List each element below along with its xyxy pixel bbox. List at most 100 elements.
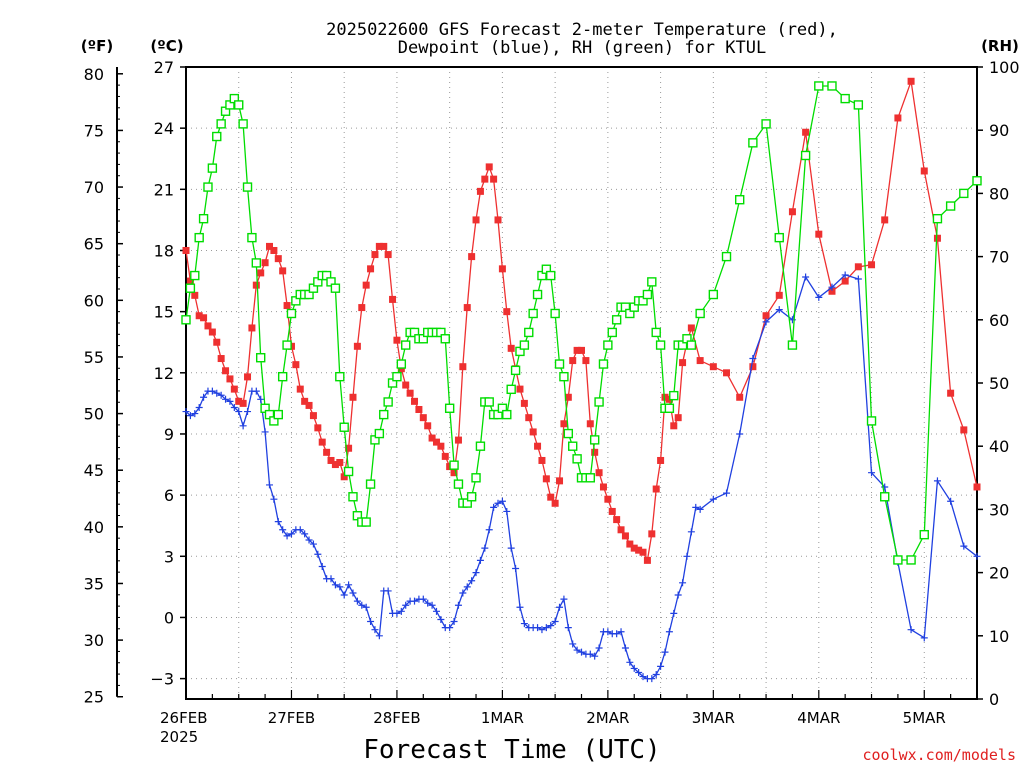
rh-point [234,100,244,110]
temperature-point [358,304,366,312]
temperature-point [371,251,379,259]
dewpoint-point [340,591,348,599]
rh-point [440,334,450,344]
temperature-point [542,475,550,483]
dewpoint-point [314,550,322,558]
dewpoint-point [490,503,498,511]
dewpoint-point [230,403,238,411]
rh-point [247,232,257,243]
rh-point [524,327,534,338]
rh-point [282,340,292,350]
x-sub-label: 2025 [160,728,198,746]
rh-point [554,359,565,369]
temperature-point [960,426,968,434]
temperature-point [327,456,335,464]
rh-point [242,182,253,192]
dewpoint-point [534,624,542,632]
dewpoint-point [371,626,379,634]
rh-point [735,195,745,205]
rh-point [449,460,459,470]
temperature-point [257,269,265,277]
temperature-point [529,428,537,436]
fahrenheit-tick-label: 40 [84,518,104,537]
dewpoint-point [828,283,836,291]
dewpoint-point [454,601,462,609]
temperature-point [534,442,542,450]
dewpoint-point [920,634,928,642]
dewpoint-point [661,648,669,656]
dewpoint-point [402,601,410,609]
dewpoint-point [586,650,594,658]
rh-tick-label: 20 [989,564,1009,583]
temperature-point [353,342,361,350]
temperature-point [424,422,432,430]
dewpoint-point [239,422,247,430]
dewpoint-point [367,618,375,626]
dewpoint-point [507,544,515,552]
temperature-point [556,477,564,485]
temperature-point [516,385,524,393]
celsius-tick-label: 3 [164,547,174,566]
dewpoint-point [621,644,629,652]
rh-point [181,315,191,325]
x-axis-title: Forecast Time (UTC) [363,735,660,765]
rh-point [827,81,837,91]
grid-lines [186,66,977,699]
fahrenheit-tick-label: 75 [84,121,104,140]
dewpoint-point [186,412,194,420]
rh-point [339,422,349,432]
dewpoint-point [375,632,383,640]
temperature-point [244,373,252,381]
temperature-point [323,448,331,456]
temperature-point [402,381,410,389]
rh-point [190,270,200,281]
rh-point [721,251,732,262]
fahrenheit-tick-label: 50 [84,405,104,424]
temperature-point [617,526,625,534]
temperature-point [380,242,388,250]
dewpoint-point [551,618,559,626]
dewpoint-point [191,410,199,418]
temperature-point [749,363,757,371]
temperature-point [573,346,581,354]
dewpoint-point [226,397,234,405]
temperature-point [279,267,287,275]
rh-point [198,213,209,224]
x-tick-label: 28FEB [373,709,420,727]
rh-point [585,473,595,483]
dewpoint-point [692,503,700,511]
rh-point [655,340,666,350]
temperature-point [525,414,533,422]
rh-point [594,397,604,407]
rh-tick-label: 90 [989,121,1009,140]
credit-link[interactable]: coolwx.com/models [862,746,1016,764]
dewpoint-point [331,581,339,589]
temperature-point [248,324,256,332]
dewpoint-point [723,489,731,497]
rh-point [748,138,758,148]
dewpoint-point [802,273,810,281]
dewpoint-point [652,671,660,679]
temperature-point [520,399,528,407]
temperature-point [191,291,199,299]
rh-point [207,163,218,173]
dewpoint-point [520,620,528,628]
temperature-point [472,216,480,224]
celsius-tick-label: 24 [154,119,174,138]
rh-point [814,81,824,91]
dewpoint-point [683,552,691,560]
dewpoint-point [283,532,291,540]
x-tick-label: 26FEB [160,709,207,727]
dewpoint-point [270,495,278,503]
temperature-point [507,344,515,352]
temperature-point [947,389,955,397]
rh-point [669,390,679,401]
x-tick-label: 5MAR [903,709,946,727]
temperature-point [261,259,269,267]
rh-point [787,340,798,350]
celsius-tick-label: 15 [154,303,174,322]
celsius-tick-label: 18 [154,241,174,260]
fahrenheit-tick-label: 25 [84,688,104,707]
temperature-point [476,187,484,195]
temperature-point [450,469,458,477]
